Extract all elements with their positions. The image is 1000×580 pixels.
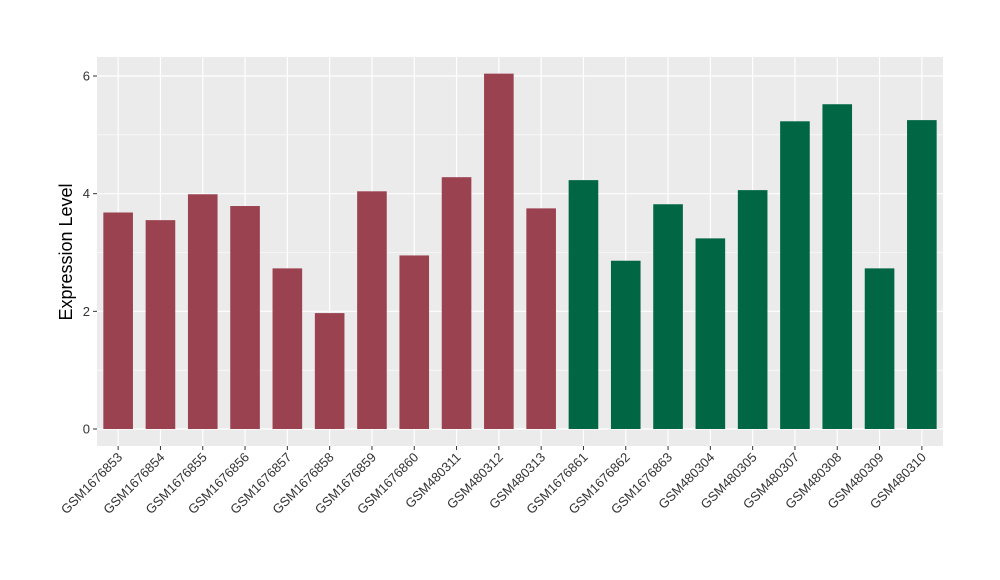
bar-GSM1676857 <box>272 268 303 429</box>
bar-GSM480308 <box>822 104 853 430</box>
bars-layer <box>103 73 937 430</box>
x-axis: GSM1676853GSM1676854GSM1676855GSM1676856… <box>58 446 929 517</box>
bar-GSM1676855 <box>187 194 218 429</box>
y-tick-label: 4 <box>83 186 90 201</box>
bar-GSM480310 <box>907 120 937 429</box>
y-tick-label: 2 <box>83 304 90 319</box>
bar-GSM1676863 <box>653 204 683 429</box>
bar-GSM480309 <box>864 268 895 429</box>
bar-GSM1676854 <box>145 220 176 429</box>
bar-GSM1676859 <box>357 191 387 429</box>
y-axis: 0 2 4 6 <box>83 69 97 437</box>
bar-GSM1676853 <box>103 212 133 429</box>
bar-GSM480305 <box>737 190 768 429</box>
bar-GSM480311 <box>441 177 472 429</box>
y-axis-title: Expression Level <box>56 183 76 320</box>
bar-GSM1676862 <box>610 260 641 429</box>
bar-GSM480307 <box>780 121 810 429</box>
bar-GSM480312 <box>484 73 514 429</box>
y-tick-label: 0 <box>83 422 90 437</box>
bar-GSM1676856 <box>230 206 260 429</box>
plot-panel <box>97 57 943 446</box>
bar-GSM1676858 <box>314 313 345 429</box>
bar-GSM480313 <box>526 208 556 429</box>
y-tick-label: 6 <box>83 69 90 84</box>
bar-GSM480304 <box>695 238 726 429</box>
bar-GSM1676861 <box>568 180 599 429</box>
bar-GSM1676860 <box>399 255 430 429</box>
